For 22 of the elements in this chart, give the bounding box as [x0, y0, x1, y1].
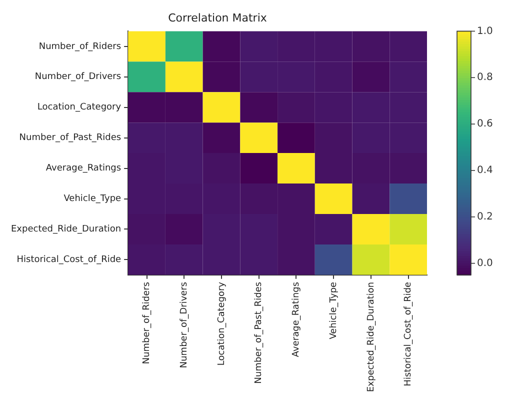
- y-tick-label: Average_Ratings: [46, 164, 122, 174]
- y-tick-label: Number_of_Drivers: [34, 72, 122, 82]
- color-bar-label: 1.0: [477, 26, 493, 37]
- x-tick-label: Number_of_Past_Rides: [254, 282, 264, 384]
- y-tick-label: Location_Category: [37, 102, 122, 113]
- x-tick-label: Historical_Cost_of_Ride: [404, 281, 414, 386]
- color-bar-label: 0.2: [477, 211, 493, 222]
- x-tick-label: Average_Ratings: [292, 282, 302, 358]
- y-tick-label: Number_of_Past_Rides: [19, 133, 122, 144]
- x-tick-label: Location_Category: [216, 281, 227, 366]
- color-bar-label: 0.4: [477, 165, 493, 176]
- y-tick-label: Historical_Cost_of_Ride: [16, 255, 122, 266]
- y-tick-label: Number_of_Riders: [38, 42, 122, 52]
- y-tick-label: Expected_Ride_Duration: [10, 224, 122, 235]
- y-tick-label: Vehicle_Type: [64, 194, 122, 204]
- color-bar-label: 0.0: [477, 258, 493, 269]
- color-bar-label: 0.8: [477, 72, 493, 84]
- color-bar-label: 0.6: [477, 118, 493, 130]
- x-tick-label: Expected_Ride_Duration: [366, 282, 376, 392]
- x-tick-label: Vehicle_Type: [328, 281, 339, 340]
- x-tick-label: Number_of_Drivers: [179, 282, 190, 368]
- chart-title: Correlation Matrix: [168, 11, 268, 24]
